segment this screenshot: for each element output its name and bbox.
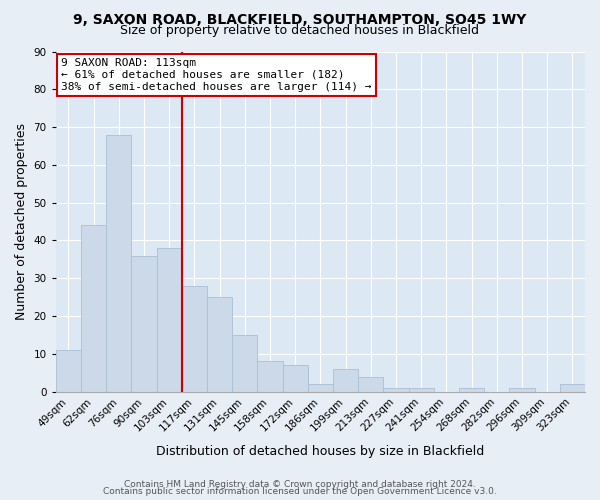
Bar: [182, 286, 207, 392]
Bar: [207, 297, 232, 392]
Bar: [509, 388, 535, 392]
Bar: [257, 362, 283, 392]
Bar: [81, 226, 106, 392]
Bar: [106, 134, 131, 392]
Bar: [56, 350, 81, 392]
Bar: [131, 256, 157, 392]
Text: Contains HM Land Registry data © Crown copyright and database right 2024.: Contains HM Land Registry data © Crown c…: [124, 480, 476, 489]
X-axis label: Distribution of detached houses by size in Blackfield: Distribution of detached houses by size …: [156, 444, 484, 458]
Bar: [283, 365, 308, 392]
Bar: [358, 376, 383, 392]
Y-axis label: Number of detached properties: Number of detached properties: [15, 123, 28, 320]
Text: Size of property relative to detached houses in Blackfield: Size of property relative to detached ho…: [121, 24, 479, 37]
Text: 9, SAXON ROAD, BLACKFIELD, SOUTHAMPTON, SO45 1WY: 9, SAXON ROAD, BLACKFIELD, SOUTHAMPTON, …: [73, 12, 527, 26]
Text: 9 SAXON ROAD: 113sqm
← 61% of detached houses are smaller (182)
38% of semi-deta: 9 SAXON ROAD: 113sqm ← 61% of detached h…: [61, 58, 371, 92]
Bar: [232, 335, 257, 392]
Bar: [157, 248, 182, 392]
Bar: [560, 384, 585, 392]
Bar: [308, 384, 333, 392]
Bar: [409, 388, 434, 392]
Bar: [383, 388, 409, 392]
Text: Contains public sector information licensed under the Open Government Licence v3: Contains public sector information licen…: [103, 487, 497, 496]
Bar: [459, 388, 484, 392]
Bar: [333, 369, 358, 392]
